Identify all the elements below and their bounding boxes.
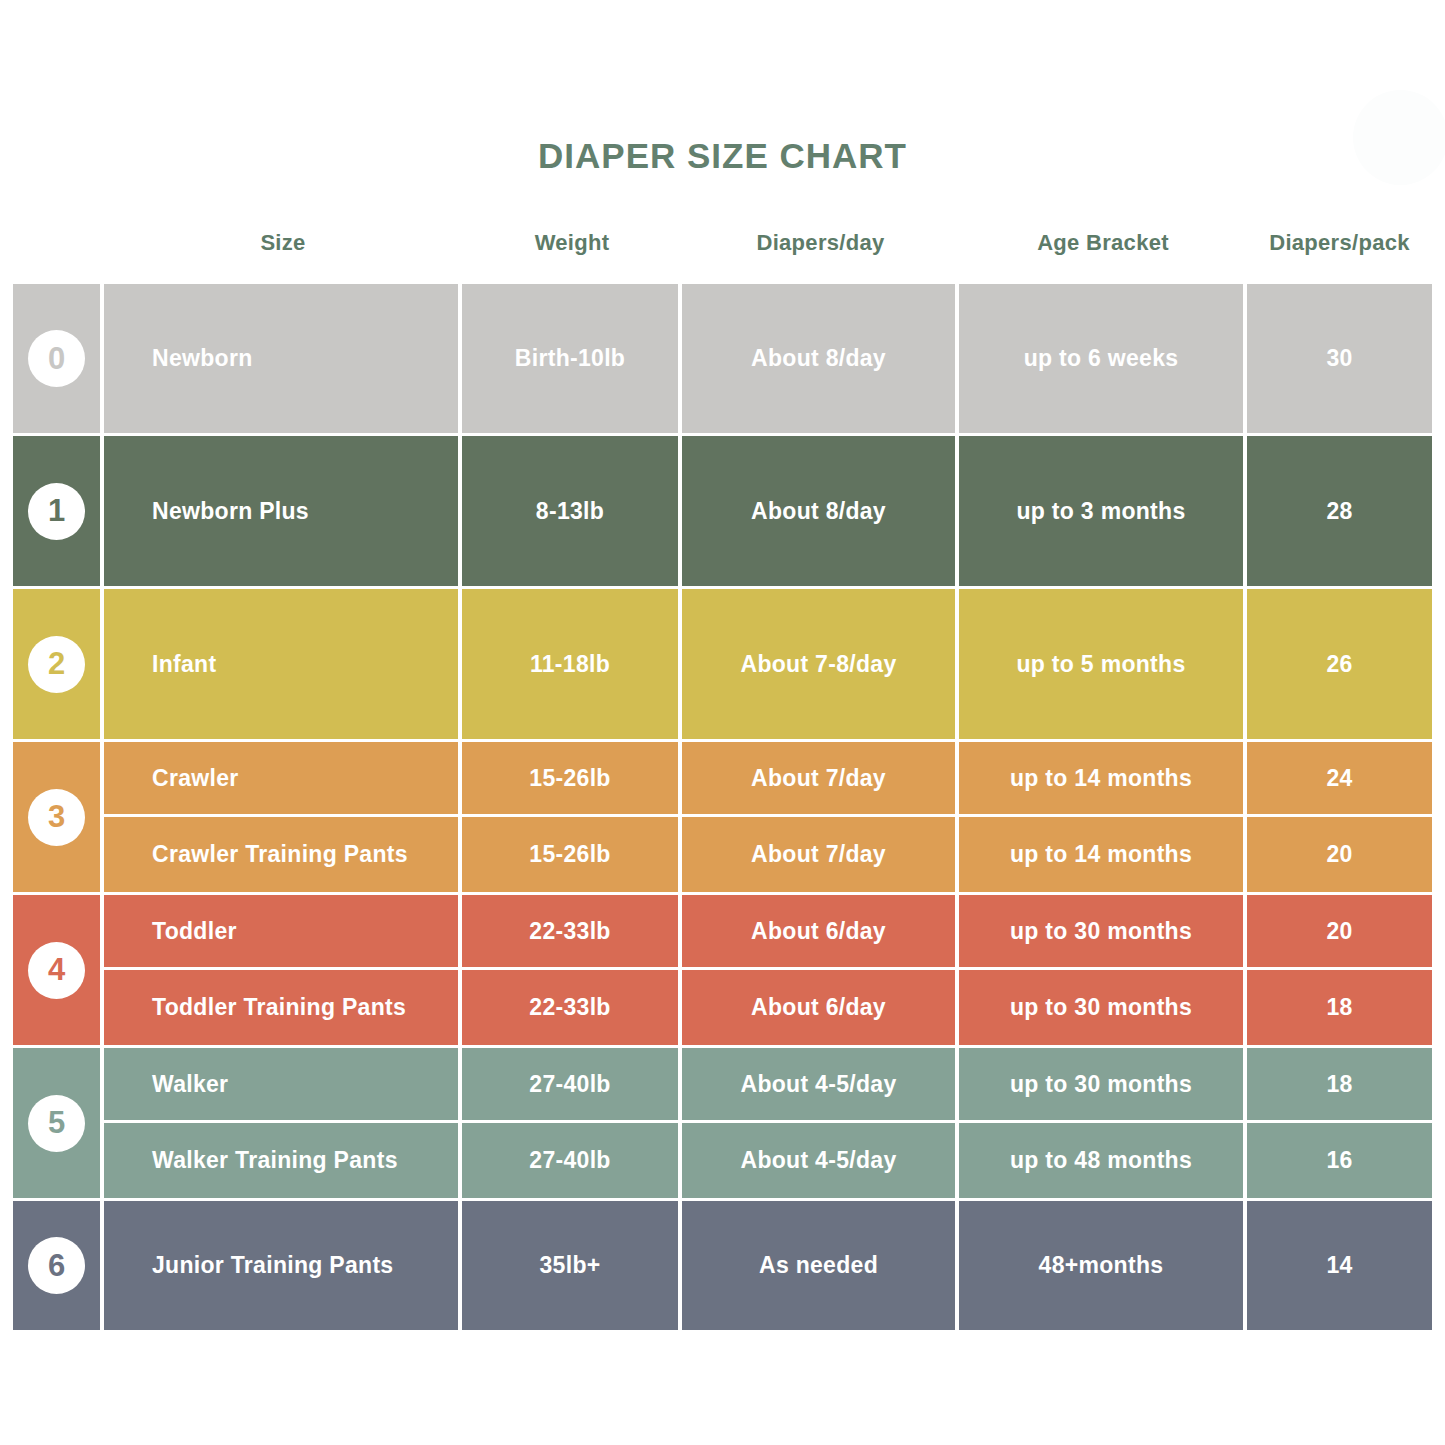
cell-diapers-per-day: About 4-5/day <box>682 1048 959 1123</box>
cell-diapers-per-pack: 18 <box>1247 970 1432 1045</box>
diaper-size-table: 0 Newborn Birth-10lb About 8/day up to 6… <box>13 284 1432 1330</box>
cell-age-bracket: up to 6 weeks <box>959 284 1247 433</box>
column-header-weight: Weight <box>462 230 682 256</box>
column-header-diapers-per-day: Diapers/day <box>682 230 959 256</box>
cell-diapers-per-day: About 7-8/day <box>682 589 959 739</box>
size-badge-2: 2 <box>28 636 85 693</box>
cell-diapers-per-pack: 30 <box>1247 284 1432 433</box>
page-title: DIAPER SIZE CHART <box>0 136 1445 176</box>
cell-weight: 22-33lb <box>462 970 682 1045</box>
column-header-size: Size <box>104 230 462 256</box>
size-badge-0: 0 <box>28 330 85 387</box>
cell-name: Crawler Training Pants <box>104 817 462 892</box>
cell-name: Toddler <box>104 895 462 970</box>
cell-weight: 15-26lb <box>462 817 682 892</box>
cell-name: Newborn <box>104 284 462 433</box>
cell-name: Junior Training Pants <box>104 1201 462 1330</box>
cell-name: Toddler Training Pants <box>104 970 462 1045</box>
cell-diapers-per-pack: 18 <box>1247 1048 1432 1123</box>
size-badge-4: 4 <box>28 942 85 999</box>
cell-weight: 15-26lb <box>462 742 682 817</box>
cell-name: Walker <box>104 1048 462 1123</box>
size-group-5: 5 Walker 27-40lb About 4-5/day up to 30 … <box>13 1048 1432 1198</box>
cell-name: Crawler <box>104 742 462 817</box>
cell-diapers-per-day: About 8/day <box>682 436 959 586</box>
cell-weight: Birth-10lb <box>462 284 682 433</box>
cell-diapers-per-pack: 20 <box>1247 817 1432 892</box>
cell-diapers-per-pack: 14 <box>1247 1201 1432 1330</box>
column-header-diapers-per-pack: Diapers/pack <box>1247 230 1432 256</box>
cell-weight: 27-40lb <box>462 1123 682 1198</box>
size-badge-5: 5 <box>28 1095 85 1152</box>
size-badge-1: 1 <box>28 483 85 540</box>
size-group-1: 1 Newborn Plus 8-13lb About 8/day up to … <box>13 436 1432 586</box>
size-badge-cell: 0 <box>13 284 104 433</box>
table-header-row: Size Weight Diapers/day Age Bracket Diap… <box>13 220 1432 266</box>
cell-name: Newborn Plus <box>104 436 462 586</box>
cell-age-bracket: up to 30 months <box>959 1048 1247 1123</box>
size-group-0: 0 Newborn Birth-10lb About 8/day up to 6… <box>13 284 1432 433</box>
size-badge-cell: 1 <box>13 436 104 586</box>
cell-diapers-per-day: About 8/day <box>682 284 959 433</box>
cell-age-bracket: up to 14 months <box>959 817 1247 892</box>
cell-age-bracket: up to 48 months <box>959 1123 1247 1198</box>
size-group-4: 4 Toddler 22-33lb About 6/day up to 30 m… <box>13 895 1432 1045</box>
cell-diapers-per-pack: 20 <box>1247 895 1432 970</box>
cell-diapers-per-day: About 6/day <box>682 895 959 970</box>
cell-diapers-per-pack: 26 <box>1247 589 1432 739</box>
cell-weight: 8-13lb <box>462 436 682 586</box>
cell-weight: 22-33lb <box>462 895 682 970</box>
cell-diapers-per-pack: 28 <box>1247 436 1432 586</box>
cell-diapers-per-day: About 7/day <box>682 817 959 892</box>
cell-age-bracket: 48+months <box>959 1201 1247 1330</box>
cell-weight: 11-18lb <box>462 589 682 739</box>
size-badge-3: 3 <box>28 789 85 846</box>
diaper-size-chart-page: DIAPER SIZE CHART Size Weight Diapers/da… <box>0 0 1445 1445</box>
size-badge-6: 6 <box>28 1237 85 1294</box>
size-badge-cell: 3 <box>13 742 104 892</box>
size-group-3: 3 Crawler 15-26lb About 7/day up to 14 m… <box>13 742 1432 892</box>
cell-diapers-per-day: About 6/day <box>682 970 959 1045</box>
cell-weight: 27-40lb <box>462 1048 682 1123</box>
cell-name: Infant <box>104 589 462 739</box>
cell-weight: 35lb+ <box>462 1201 682 1330</box>
cell-age-bracket: up to 30 months <box>959 970 1247 1045</box>
cell-diapers-per-day: As needed <box>682 1201 959 1330</box>
size-group-6: 6 Junior Training Pants 35lb+ As needed … <box>13 1201 1432 1330</box>
cell-age-bracket: up to 3 months <box>959 436 1247 586</box>
cell-diapers-per-pack: 16 <box>1247 1123 1432 1198</box>
cell-name: Walker Training Pants <box>104 1123 462 1198</box>
cell-diapers-per-day: About 4-5/day <box>682 1123 959 1198</box>
cell-diapers-per-day: About 7/day <box>682 742 959 817</box>
size-group-2: 2 Infant 11-18lb About 7-8/day up to 5 m… <box>13 589 1432 739</box>
size-badge-cell: 5 <box>13 1048 104 1198</box>
size-badge-cell: 6 <box>13 1201 104 1330</box>
cell-age-bracket: up to 14 months <box>959 742 1247 817</box>
size-badge-cell: 4 <box>13 895 104 1045</box>
cell-diapers-per-pack: 24 <box>1247 742 1432 817</box>
size-badge-cell: 2 <box>13 589 104 739</box>
cell-age-bracket: up to 30 months <box>959 895 1247 970</box>
cell-age-bracket: up to 5 months <box>959 589 1247 739</box>
column-header-age-bracket: Age Bracket <box>959 230 1247 256</box>
